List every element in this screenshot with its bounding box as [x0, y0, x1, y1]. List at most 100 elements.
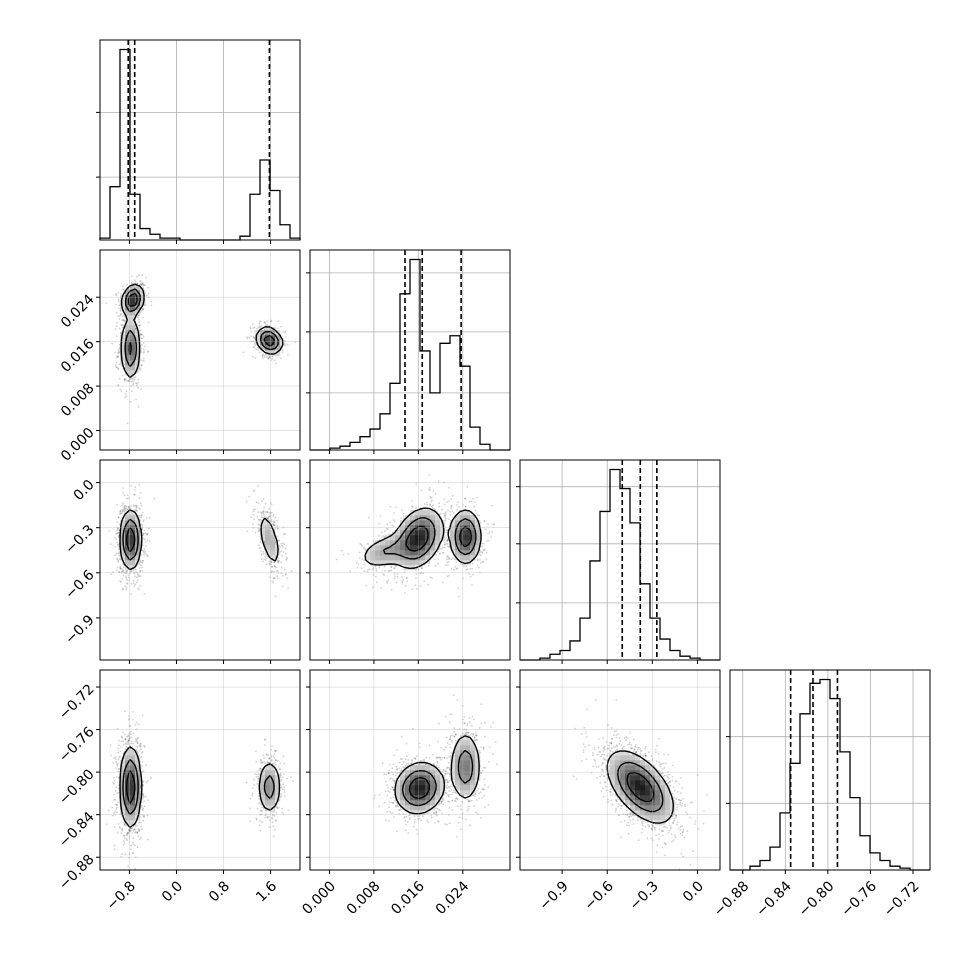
scatter-point	[142, 357, 145, 360]
scatter-point	[123, 509, 125, 511]
scatter-point	[125, 586, 128, 589]
scatter-point	[276, 519, 278, 522]
scatter-point	[112, 762, 114, 764]
scatter-point	[116, 569, 118, 572]
scatter-point	[118, 571, 121, 573]
scatter-point	[116, 366, 119, 368]
scatter-point	[256, 807, 259, 810]
density-cell	[260, 340, 266, 346]
scatter-point	[119, 750, 122, 753]
density-cell	[265, 535, 271, 541]
scatter-point	[126, 570, 128, 573]
scatter-point	[122, 743, 125, 746]
scatter-point	[425, 501, 428, 504]
scatter-point	[119, 310, 122, 312]
scatter-point	[115, 786, 118, 789]
scatter-point	[276, 807, 279, 810]
scatter-point	[282, 755, 285, 758]
scatter-point	[142, 780, 145, 783]
scatter-point	[142, 519, 145, 521]
scatter-point	[252, 345, 255, 348]
density-cell	[260, 330, 266, 336]
density-cell	[125, 800, 131, 806]
scatter-point	[136, 579, 139, 582]
scatter-point	[260, 806, 263, 809]
scatter-point	[263, 514, 266, 517]
scatter-point	[126, 422, 129, 425]
scatter-point	[125, 571, 127, 573]
density-cell	[260, 770, 266, 776]
scatter-point	[132, 380, 134, 383]
scatter-point	[140, 364, 143, 367]
scatter-point	[126, 494, 129, 496]
scatter-point	[142, 341, 145, 344]
scatter-point	[129, 507, 132, 509]
scatter-point	[138, 575, 140, 578]
density-cell	[125, 350, 131, 356]
scatter-point	[145, 553, 147, 555]
scatter-point	[138, 507, 141, 510]
density-cell	[120, 550, 126, 556]
scatter-point	[122, 374, 124, 377]
density-cell	[270, 800, 276, 806]
scatter-point	[148, 517, 151, 519]
scatter-point	[127, 718, 130, 721]
scatter-point	[284, 331, 286, 334]
scatter-point	[250, 335, 253, 338]
scatter-point	[130, 830, 132, 832]
scatter-point	[403, 512, 405, 515]
density-cell	[130, 540, 136, 546]
scatter-point	[282, 542, 285, 545]
scatter-point	[140, 806, 143, 808]
scatter-point	[115, 806, 118, 809]
scatter-point	[262, 357, 264, 360]
scatter-point	[134, 575, 136, 578]
scatter-point	[136, 737, 139, 740]
scatter-point	[141, 283, 144, 286]
scatter-point	[259, 758, 262, 761]
scatter-point	[260, 759, 262, 762]
scatter-point	[124, 742, 127, 745]
scatter-point	[140, 337, 143, 340]
scatter-point	[142, 797, 144, 800]
scatter-point	[254, 356, 257, 359]
scatter-point	[123, 837, 126, 840]
scatter-point	[116, 803, 119, 806]
scatter-point	[447, 574, 450, 577]
scatter-point	[136, 846, 139, 849]
scatter-point	[432, 490, 435, 493]
density-cell	[130, 780, 136, 786]
scatter-point	[124, 392, 127, 395]
scatter-point	[113, 537, 116, 539]
scatter-point	[441, 581, 444, 584]
scatter-point	[138, 750, 141, 752]
scatter-point	[123, 710, 126, 713]
panel-frame	[309, 249, 511, 451]
scatter-point	[132, 742, 134, 745]
scatter-point	[127, 739, 130, 742]
scatter-point	[116, 792, 119, 795]
scatter-point	[264, 744, 266, 746]
scatter-point	[115, 758, 117, 760]
scatter-point	[266, 761, 269, 764]
density-cell	[130, 315, 136, 321]
scatter-point	[136, 740, 139, 743]
scatter-point	[138, 588, 141, 591]
scatter-point	[252, 323, 254, 325]
scatter-point	[140, 311, 142, 314]
scatter-point	[130, 505, 132, 507]
scatter-point	[272, 755, 275, 757]
scatter-point	[396, 575, 399, 578]
scatter-point	[136, 315, 139, 318]
density-cell	[270, 555, 276, 561]
scatter-point	[130, 281, 133, 284]
scatter-point	[122, 588, 124, 591]
scatter-point	[122, 840, 125, 843]
gridlines	[100, 250, 300, 450]
scatter-point	[130, 730, 132, 733]
scatter-point	[142, 794, 145, 797]
scatter-point	[117, 532, 119, 534]
density-cell	[265, 790, 271, 796]
scatter-point	[280, 566, 283, 569]
scatter-point	[255, 817, 258, 820]
